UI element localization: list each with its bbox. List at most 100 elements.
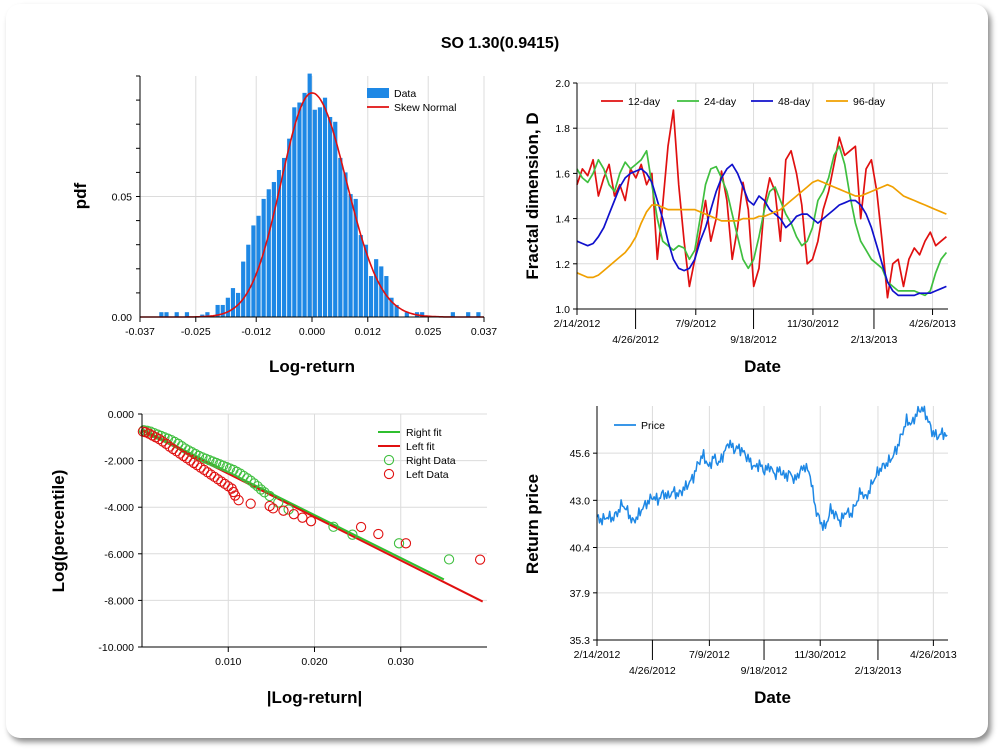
x-tick-label: 2/13/2013 (851, 334, 898, 346)
histogram-bar (348, 194, 353, 317)
histogram-bar (389, 297, 394, 317)
y-axis-title: pdf (71, 182, 90, 209)
right-data-point (264, 490, 275, 502)
legend-label-right-fit: Right fit (406, 427, 442, 439)
right-data-point (235, 468, 246, 479)
left-data-point (212, 474, 224, 485)
y-tick-label: 35.3 (570, 635, 591, 647)
series-line-12-day (576, 109, 947, 299)
histogram-bar (297, 102, 302, 317)
left-data-point (264, 500, 275, 512)
histogram-bar (220, 304, 225, 317)
y-tick-label: -4.000 (104, 502, 134, 514)
histogram-bar (363, 244, 369, 317)
x-tick-label: 0.000 (299, 326, 325, 338)
left-data-point (192, 460, 203, 471)
histogram-bar (420, 312, 425, 317)
histogram-bar (302, 92, 307, 318)
y-tick-label: -2.000 (104, 456, 134, 468)
right-data-point (252, 481, 263, 492)
left-data-point (245, 498, 256, 509)
y-tick-label: 1.2 (555, 259, 570, 271)
legend-label-48-day: 48-day (778, 96, 811, 108)
y-axis-title: Fractal dimension, D (523, 112, 542, 279)
histogram-bar (307, 73, 312, 317)
histogram-bar (404, 312, 409, 317)
x-tick-label: 0.025 (415, 326, 441, 338)
left-data-point (178, 450, 189, 462)
left-data-point (278, 505, 289, 516)
left-data-point (198, 464, 210, 476)
left-data-point (171, 446, 182, 457)
right-data-point (138, 425, 149, 436)
left-data-point (164, 441, 175, 452)
left-data-point (195, 462, 206, 473)
x-axis-title: Date (744, 357, 781, 376)
y-tick-label: 0.05 (112, 192, 133, 204)
histogram-bar (343, 172, 348, 317)
right-data-point (328, 521, 339, 532)
left-data-point (154, 434, 165, 445)
histogram-bar (276, 169, 282, 317)
left-fit-line (141, 429, 484, 603)
left-data-point (205, 469, 217, 480)
histogram-bar (394, 304, 399, 317)
left-data-point (400, 538, 412, 549)
tail-distribution-panel: 0.000 -2.000 -4.000 -6.000 -8.000 -10.000 0.01… (49, 409, 487, 707)
histogram-bar (476, 312, 481, 317)
x-tick-label: 9/18/2012 (730, 334, 777, 346)
legend-label-left-data: Left Data (406, 469, 449, 481)
x-tick-label: 0.012 (355, 326, 381, 338)
histogram-bar (282, 157, 287, 317)
histogram-bar (261, 198, 266, 317)
x-tick-label: 0.037 (471, 326, 497, 338)
x-tick-label: 0.030 (388, 656, 414, 668)
y-tick-label: 37.9 (570, 588, 591, 600)
x-tick-label: 9/18/2012 (741, 665, 788, 677)
left-data-point (181, 453, 192, 464)
fractal-dimension-panel: 1.0 1.2 1.4 1.6 1.8 2.0 2/14/2012 4/26/2012 7/9/… (523, 78, 956, 376)
histogram-bar (379, 266, 384, 317)
legend-label-price: Price (641, 420, 665, 432)
x-axis-title: Log-return (269, 357, 355, 376)
histogram-bar (450, 312, 455, 317)
histogram-bar (164, 312, 169, 317)
chart-card (6, 4, 988, 738)
legend-label-data: Data (394, 88, 416, 100)
right-data-point (238, 470, 249, 482)
series-line-48-day (576, 163, 947, 297)
histogram-bar (251, 225, 256, 317)
histogram-bar (230, 288, 236, 317)
y-tick-label: 0.00 (112, 312, 133, 324)
y-tick-label: 1.4 (555, 214, 570, 226)
left-data-point (209, 471, 220, 483)
x-tick-label: 2/13/2013 (855, 665, 902, 677)
left-data-point (355, 521, 367, 533)
y-tick-label: -8.000 (104, 595, 134, 607)
y-axis-title: Log(percentile) (49, 470, 68, 593)
right-data-point (273, 497, 284, 508)
histogram-bar (159, 312, 164, 317)
left-data-point (267, 503, 279, 514)
histogram-bar (246, 244, 251, 317)
histogram-bar (322, 97, 328, 317)
left-data-point (297, 512, 308, 523)
left-data-point (157, 436, 168, 447)
histogram-bar (241, 261, 246, 317)
legend-label-skew-normal: Skew Normal (394, 102, 456, 114)
left-data-point (202, 467, 213, 478)
histogram-bar (333, 121, 338, 317)
histogram-bar (338, 157, 343, 317)
left-data-point (185, 455, 196, 466)
histogram-bar (271, 182, 276, 317)
legend-label-left-fit: Left fit (406, 441, 435, 453)
x-tick-label: 4/26/2013 (909, 318, 956, 330)
y-tick-label: 1.6 (555, 168, 570, 180)
left-data-point (474, 554, 486, 565)
left-data-point (288, 509, 299, 520)
left-data-point (174, 448, 186, 459)
left-data-point (167, 443, 179, 455)
left-data-point (216, 476, 227, 487)
x-tick-label: 7/9/2012 (675, 318, 716, 330)
